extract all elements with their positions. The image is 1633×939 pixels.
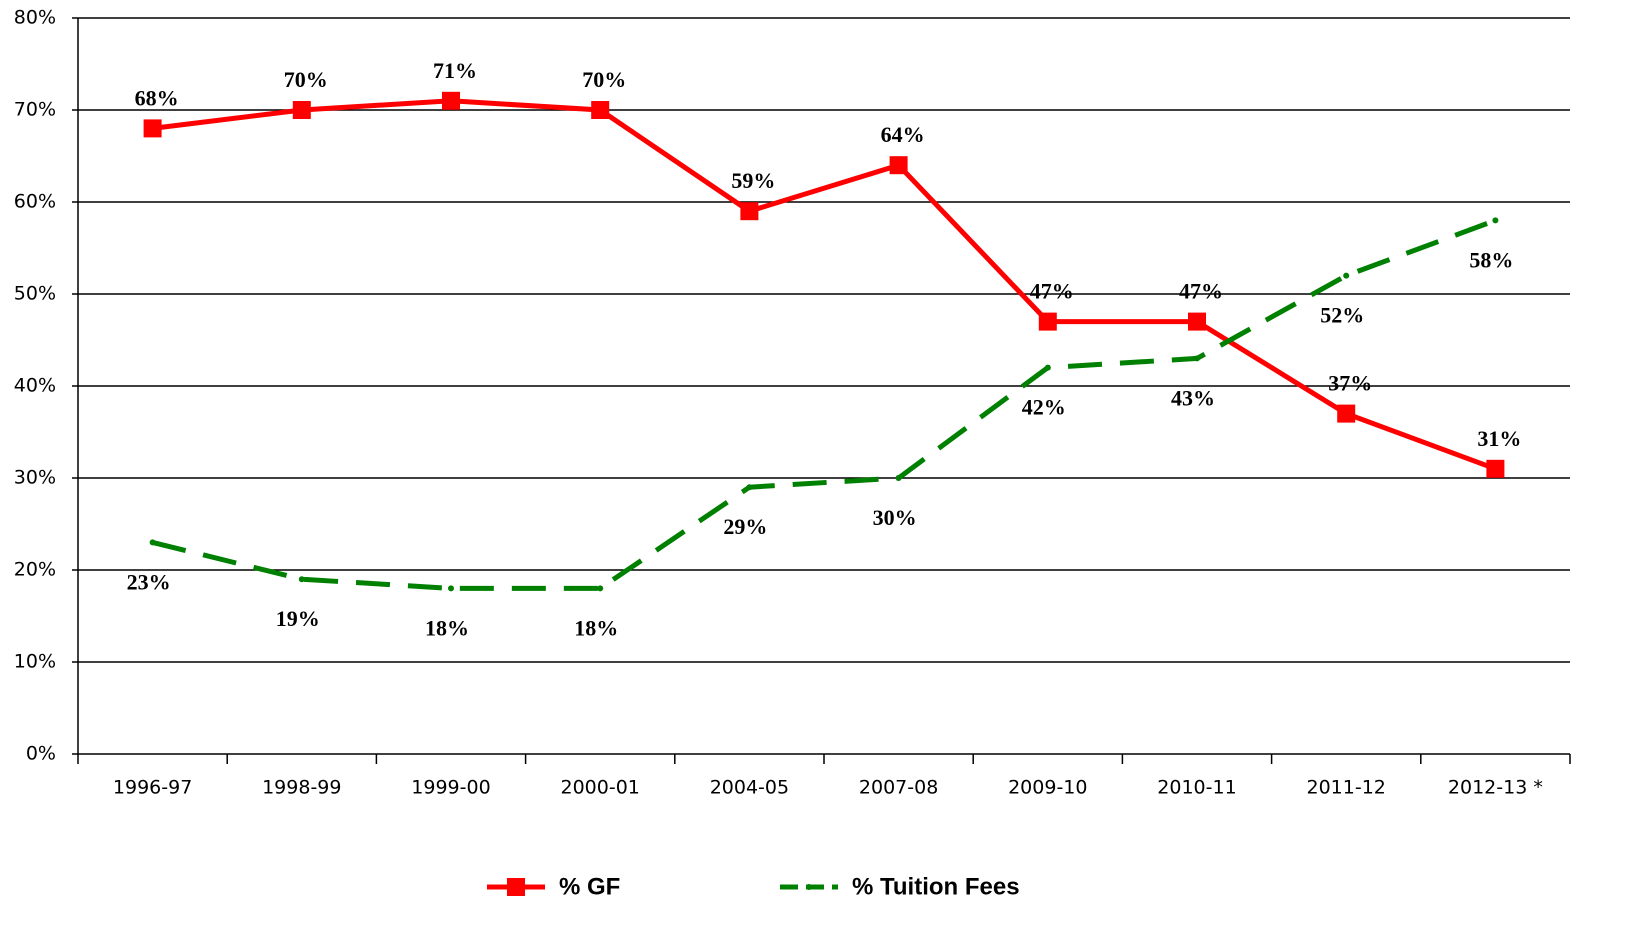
- marker: [1343, 272, 1350, 279]
- marker: [1492, 217, 1499, 224]
- marker: [292, 101, 311, 119]
- data-label: 42%: [1022, 395, 1066, 420]
- series-line: [152, 218, 1497, 591]
- x-tick-label: 2007-08: [859, 777, 938, 799]
- marker: [149, 539, 156, 546]
- marker: [1188, 312, 1206, 331]
- marker: [746, 484, 753, 491]
- marker: [442, 91, 460, 110]
- data-label: 71%: [433, 58, 477, 83]
- x-tick-label: 1996-97: [113, 777, 192, 799]
- x-tick-label: 2009-10: [1008, 777, 1087, 799]
- y-tick-label: 50%: [14, 283, 56, 305]
- x-tick-label: 2012-13 *: [1448, 777, 1543, 799]
- x-tick-label: 2004-05: [710, 777, 789, 799]
- marker: [448, 585, 454, 592]
- data-label: 64%: [881, 122, 925, 147]
- data-label: 18%: [574, 615, 618, 640]
- y-tick-label: 60%: [14, 191, 56, 213]
- marker: [889, 156, 908, 175]
- marker: [1337, 404, 1356, 423]
- marker: [1044, 364, 1051, 371]
- data-label: 47%: [1030, 279, 1074, 304]
- data-label: 58%: [1469, 247, 1513, 272]
- y-tick-label: 0%: [26, 743, 56, 765]
- series-line: [152, 98, 1497, 472]
- x-tick-label: 1999-00: [411, 777, 490, 799]
- data-label: 68%: [135, 85, 179, 110]
- x-tick-label: 1998-99: [262, 777, 341, 799]
- legend-marker: [507, 878, 525, 896]
- legend-label: % Tuition Fees: [852, 873, 1020, 900]
- y-tick-label: 10%: [14, 651, 56, 673]
- marker: [591, 101, 610, 119]
- y-tick-label: 30%: [14, 467, 56, 489]
- marker: [597, 585, 604, 592]
- data-label: 29%: [723, 514, 767, 539]
- y-tick-label: 20%: [14, 559, 56, 581]
- data-label: 31%: [1477, 426, 1521, 451]
- marker: [740, 202, 759, 221]
- data-label: 30%: [873, 505, 917, 530]
- data-label: 59%: [731, 168, 775, 193]
- legend-marker: [806, 884, 812, 890]
- data-label: 70%: [284, 67, 328, 92]
- data-label: 23%: [127, 569, 171, 594]
- data-label: 47%: [1179, 279, 1223, 304]
- y-tick-label: 70%: [14, 99, 56, 121]
- x-tick-label: 2010-11: [1157, 777, 1236, 799]
- legend-label: % GF: [559, 873, 620, 900]
- data-label: 18%: [425, 615, 469, 640]
- marker: [1038, 312, 1057, 331]
- data-label: 43%: [1171, 385, 1215, 410]
- x-tick-label: 2011-12: [1307, 777, 1386, 799]
- data-label: 52%: [1320, 303, 1364, 328]
- y-tick-label: 40%: [14, 375, 56, 397]
- data-label: 70%: [582, 67, 626, 92]
- marker: [1486, 459, 1505, 478]
- data-label: 37%: [1328, 371, 1372, 396]
- marker: [1194, 355, 1200, 362]
- marker: [895, 475, 902, 481]
- x-tick-label: 2000-01: [561, 777, 640, 799]
- y-tick-label: 80%: [14, 7, 56, 29]
- data-label: 19%: [276, 606, 320, 631]
- marker: [298, 576, 305, 583]
- marker: [143, 119, 162, 138]
